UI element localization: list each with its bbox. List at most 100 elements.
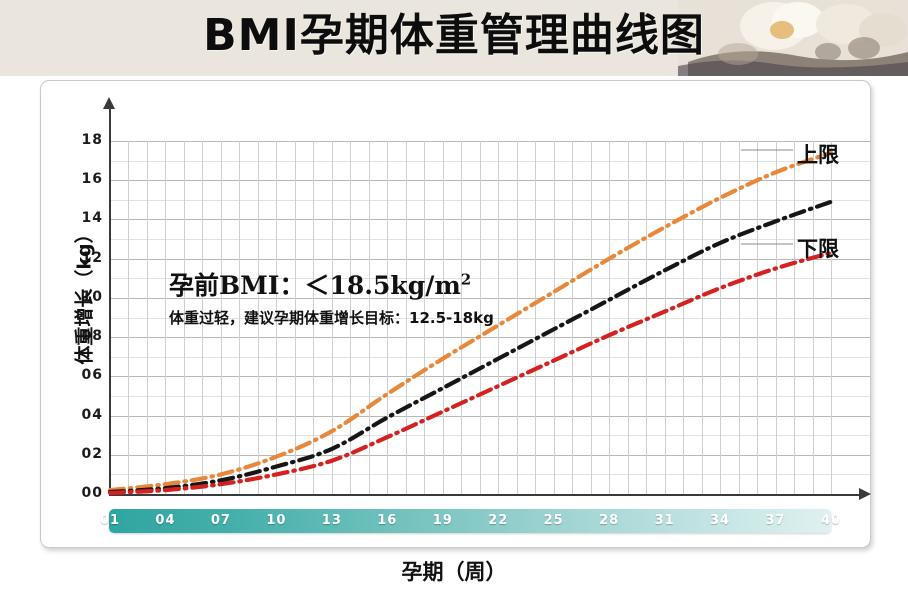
gridline-horizontal-minor bbox=[110, 356, 870, 358]
annotation-line-2: 体重过轻，建议孕期体重增长目标：12.5-18kg bbox=[169, 309, 494, 327]
gridline-vertical bbox=[350, 141, 352, 494]
y-axis-tick-label: 12 bbox=[81, 249, 103, 266]
x-axis-tick-label: 25 bbox=[543, 513, 564, 528]
annotation-superscript: 2 bbox=[460, 270, 472, 289]
y-axis-tick-label: 16 bbox=[81, 171, 103, 188]
gridline-vertical bbox=[498, 141, 500, 494]
y-axis-tick-label: 18 bbox=[81, 132, 103, 148]
series-label-lower-limit: 下限 bbox=[797, 237, 839, 261]
gridline-vertical bbox=[812, 141, 814, 494]
y-axis-tick-label: 02 bbox=[81, 445, 103, 462]
y-axis-arrow-icon bbox=[103, 97, 115, 109]
gridline-vertical bbox=[461, 141, 463, 494]
gridline-horizontal-minor bbox=[110, 278, 870, 280]
gridline-vertical bbox=[183, 141, 185, 494]
gridline-vertical bbox=[276, 141, 278, 494]
gridline-vertical bbox=[720, 141, 722, 494]
gridline-vertical bbox=[202, 141, 204, 494]
gridline-horizontal-minor bbox=[110, 435, 870, 437]
lotus-flower-decoration-icon bbox=[678, 0, 908, 76]
x-axis-line bbox=[109, 494, 861, 496]
gridline-vertical bbox=[387, 141, 389, 494]
x-axis-tick-label: 07 bbox=[210, 513, 231, 528]
gridline-vertical bbox=[516, 141, 518, 494]
gridline-horizontal-minor bbox=[110, 474, 870, 476]
gridline-vertical bbox=[128, 141, 130, 494]
gridline-horizontal-minor bbox=[110, 317, 870, 319]
y-axis-tick-labels: 00 02 04 06 08 10 12 14 16 18 bbox=[55, 81, 103, 547]
gridline-vertical bbox=[590, 141, 592, 494]
gridline-vertical bbox=[331, 141, 333, 494]
gridline-vertical bbox=[424, 141, 426, 494]
gridline-vertical bbox=[313, 141, 315, 494]
x-axis-title: 孕期（周） bbox=[401, 560, 507, 584]
gridline-vertical bbox=[609, 141, 611, 494]
gridline-horizontal-minor bbox=[110, 199, 870, 201]
gridline-vertical bbox=[535, 141, 537, 494]
gridline-vertical bbox=[627, 141, 629, 494]
gridline-vertical bbox=[775, 141, 777, 494]
gridline-horizontal bbox=[110, 454, 870, 456]
x-axis-tick-label: 22 bbox=[488, 513, 509, 528]
gridline-vertical bbox=[479, 141, 481, 494]
x-axis-tick-label: 28 bbox=[599, 513, 620, 528]
gridline-horizontal bbox=[110, 219, 870, 221]
y-axis-tick-label: 14 bbox=[81, 210, 103, 227]
x-axis-arrow-icon bbox=[859, 488, 871, 500]
y-axis-title: 体重增长（kg） bbox=[73, 224, 96, 365]
y-axis-line bbox=[109, 106, 111, 496]
x-axis-tick-label: 37 bbox=[765, 513, 786, 528]
gridline-horizontal bbox=[110, 258, 870, 260]
gridline-horizontal bbox=[110, 180, 870, 182]
gridline-horizontal bbox=[110, 141, 870, 142]
gridline-horizontal bbox=[110, 297, 870, 299]
series-line-中位 bbox=[107, 199, 834, 495]
chart-plot: 00 02 04 06 08 10 12 14 16 18 孕前BMI：＜18.5kg/m2 体重… bbox=[41, 81, 871, 547]
y-axis-tick-label: 08 bbox=[81, 328, 103, 345]
series-line-下限 bbox=[107, 250, 834, 496]
chart-card: 00 02 04 06 08 10 12 14 16 18 孕前BMI：＜18.5kg/m2 体重… bbox=[40, 80, 871, 548]
gridline-vertical bbox=[757, 141, 759, 494]
x-axis-tick-label: 34 bbox=[710, 513, 731, 528]
gridline-vertical bbox=[738, 141, 740, 494]
gridline-vertical bbox=[442, 141, 444, 494]
gridline-vertical bbox=[683, 141, 685, 494]
x-axis-tick-label: 40 bbox=[820, 513, 842, 528]
gridline-vertical bbox=[146, 141, 148, 494]
x-axis-tick-label: 31 bbox=[654, 513, 675, 528]
x-axis-tick-label: 04 bbox=[155, 513, 176, 528]
gridline-vertical bbox=[831, 141, 832, 494]
gridline-vertical bbox=[294, 141, 296, 494]
gridline-vertical bbox=[239, 141, 241, 494]
chart-gridlines bbox=[110, 141, 870, 495]
gridline-vertical bbox=[165, 141, 167, 494]
gridline-vertical bbox=[553, 141, 555, 494]
gridline-vertical bbox=[257, 141, 259, 494]
gridline-vertical bbox=[794, 141, 796, 494]
gridline-horizontal bbox=[110, 376, 870, 378]
chart-series-lines bbox=[107, 149, 834, 496]
gridline-vertical bbox=[220, 141, 222, 494]
x-axis-week-bar: 01 04 07 10 13 16 19 22 25 28 31 34 37 40 bbox=[100, 509, 840, 533]
gridline-vertical bbox=[664, 141, 666, 494]
y-axis-tick-label: 06 bbox=[81, 367, 103, 384]
gridline-horizontal-minor bbox=[110, 395, 870, 397]
series-line-上限 bbox=[107, 150, 834, 493]
y-axis-tick-label: 00 bbox=[81, 485, 103, 501]
gridline-vertical bbox=[405, 141, 407, 494]
x-axis-tick-label: 01 bbox=[99, 513, 121, 528]
gridline-horizontal-minor bbox=[110, 160, 870, 162]
x-axis-tick-label: 13 bbox=[321, 513, 342, 528]
x-axis-tick-label: 10 bbox=[266, 513, 287, 528]
gridline-vertical bbox=[701, 141, 703, 494]
header-band: BMI孕期体重管理曲线图 bbox=[0, 0, 908, 76]
y-axis-tick-label: 10 bbox=[81, 288, 103, 305]
page-title: BMI孕期体重管理曲线图 bbox=[203, 10, 705, 61]
y-axis-tick-label: 04 bbox=[81, 406, 103, 423]
gridline-horizontal bbox=[110, 337, 870, 339]
gridline-horizontal bbox=[110, 415, 870, 417]
annotation-line-1: 孕前BMI：＜18.5kg/m2 bbox=[169, 266, 629, 302]
series-label-upper-limit: 上限 bbox=[797, 143, 839, 167]
gridline-vertical bbox=[368, 141, 370, 494]
chart-annotation: 孕前BMI：＜18.5kg/m2 体重过轻，建议孕期体重增长目标：12.5-18… bbox=[169, 266, 629, 328]
